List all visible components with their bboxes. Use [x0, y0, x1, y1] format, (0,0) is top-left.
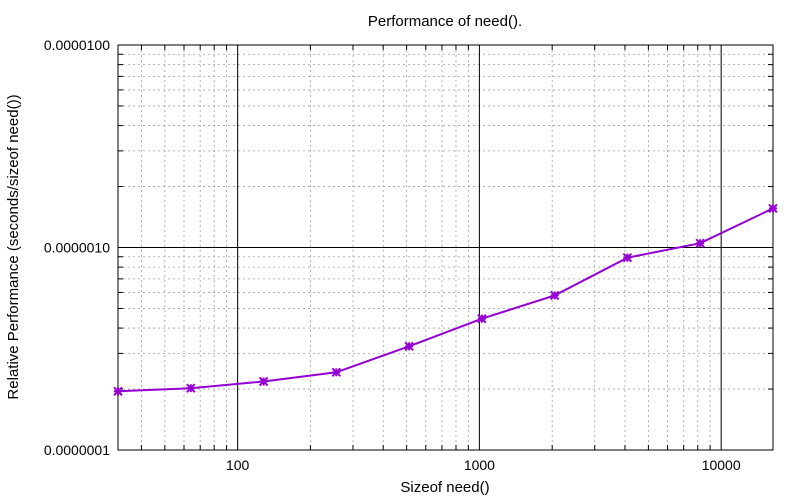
- data-point-marker: [622, 252, 633, 263]
- x-axis-title: Sizeof need(): [400, 479, 489, 496]
- chart-title: Performance of need().: [368, 13, 522, 30]
- data-point-marker: [186, 383, 196, 393]
- x-tick-label: 10000: [702, 457, 741, 473]
- series-line: [117, 207, 774, 393]
- plot-frame: [117, 44, 774, 451]
- data-point-marker: [695, 238, 705, 248]
- x-tick-label: 1000: [464, 457, 495, 473]
- axis-ticks: 100 1000 10000 0.0000001 0.0000010 0.0000100: [44, 37, 773, 473]
- data-point-marker: [331, 367, 342, 378]
- y-axis-title: Relative Performance (seconds/sizeof nee…: [5, 94, 22, 399]
- data-point-marker: [113, 386, 123, 397]
- x-tick-label: 100: [226, 457, 250, 473]
- series-layer: [113, 203, 778, 397]
- data-point-marker: [258, 376, 269, 387]
- data-point-marker: [549, 290, 560, 301]
- y-tick-label: 0.0000001: [44, 442, 110, 458]
- y-tick-label: 0.0000010: [44, 240, 110, 256]
- data-point-marker: [404, 341, 414, 352]
- grid: [118, 45, 773, 450]
- data-point-marker: [768, 203, 778, 214]
- y-tick-label: 0.0000100: [44, 37, 110, 53]
- data-point-marker: [477, 313, 487, 324]
